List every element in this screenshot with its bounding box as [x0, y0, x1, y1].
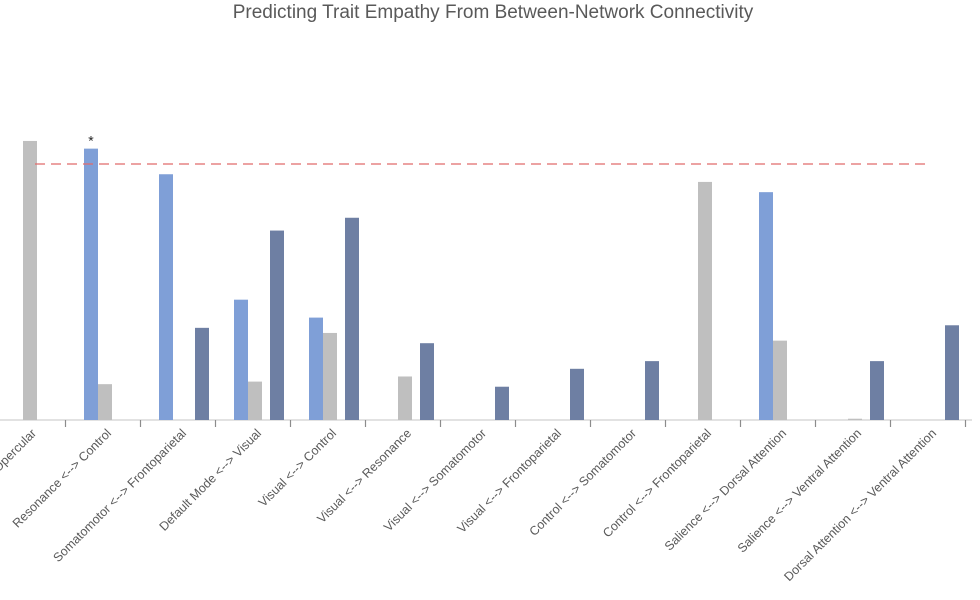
- bar: [698, 181, 712, 420]
- x-tick-label: Somatomotor <--> Frontoparietal: [51, 426, 190, 565]
- bar: [159, 174, 173, 420]
- bar: [98, 384, 112, 420]
- x-tick-label: Salience <--> Ventral Attention: [735, 426, 864, 555]
- bar: [570, 368, 584, 420]
- bar: [270, 230, 284, 420]
- bar: [323, 332, 337, 420]
- bar: [420, 343, 434, 420]
- bar: [345, 217, 359, 420]
- bar: [23, 140, 37, 420]
- x-tick-label: Salience <--> Dorsal Attention: [662, 426, 789, 553]
- bar: [84, 148, 98, 420]
- bar: [248, 381, 262, 420]
- bar: [773, 340, 787, 420]
- chart-title: Predicting Trait Empathy From Between-Ne…: [232, 2, 754, 23]
- bar: [945, 325, 959, 420]
- bar: [234, 299, 248, 420]
- x-tick-label: Visual <--> Control: [256, 426, 339, 509]
- bar: [645, 361, 659, 420]
- bar: [195, 327, 209, 420]
- bar: [848, 418, 862, 420]
- x-tick-label: Opercular: [0, 426, 39, 475]
- bar: [495, 386, 509, 420]
- bar: [309, 317, 323, 420]
- bar: [870, 361, 884, 420]
- bar: [759, 192, 773, 420]
- x-tick-label: Dorsal Attention <--> Ventral Attention: [781, 426, 939, 584]
- bar: [398, 376, 412, 420]
- significance-marker: *: [88, 133, 94, 149]
